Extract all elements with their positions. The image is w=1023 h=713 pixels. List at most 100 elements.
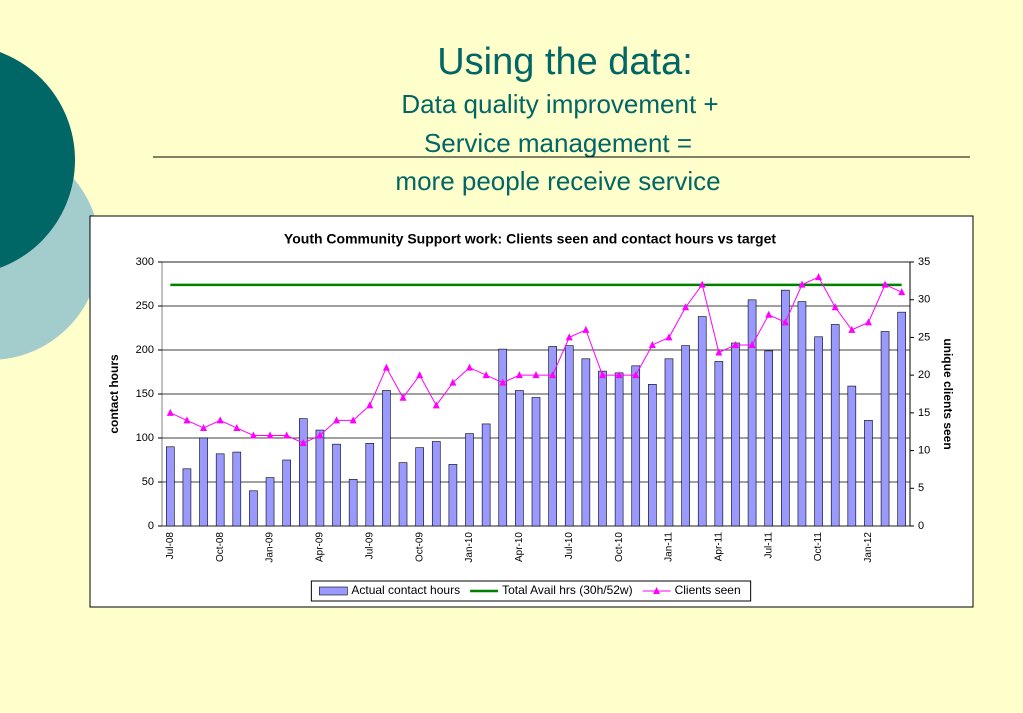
- bar: [448, 464, 458, 527]
- bar: [498, 348, 508, 527]
- marker: [781, 318, 789, 326]
- bar: [781, 289, 790, 527]
- y-tick-label: 50: [142, 476, 154, 488]
- bar: [531, 397, 541, 527]
- x-tick-label: Jul-08: [165, 532, 176, 560]
- bar: [847, 385, 857, 527]
- marker: [366, 401, 374, 409]
- y-tick-label: 200: [136, 344, 154, 356]
- marker: [648, 340, 656, 348]
- bar: [564, 345, 574, 527]
- legend-swatch: [319, 586, 348, 596]
- y2-tick-label: 35: [918, 256, 930, 268]
- y2-tick-label: 0: [918, 520, 924, 532]
- marker: [515, 371, 523, 379]
- bar: [215, 453, 225, 527]
- bar: [265, 477, 275, 527]
- bar: [764, 350, 774, 527]
- legend-label: Total Avail hrs (30h/52w): [502, 583, 633, 597]
- marker: [249, 431, 257, 439]
- legend-box: [310, 580, 752, 602]
- slide-subtitle: Data quality improvement +: [401, 89, 718, 119]
- marker: [831, 303, 839, 311]
- bar: [631, 365, 641, 527]
- marker: [466, 363, 474, 371]
- bar: [548, 346, 557, 527]
- marker: [200, 423, 208, 431]
- bar: [598, 370, 607, 527]
- slide-subtitle: Service management =: [424, 128, 692, 158]
- bar: [398, 462, 408, 527]
- bar: [880, 331, 890, 527]
- marker: [682, 303, 690, 311]
- bar: [747, 299, 757, 527]
- x-tick-label: Jan-10: [464, 532, 475, 563]
- bar: [249, 490, 258, 527]
- slide-title: Using the data:: [437, 41, 693, 83]
- x-tick-label: Jul-09: [364, 532, 375, 560]
- marker: [432, 401, 440, 409]
- marker: [299, 439, 307, 447]
- marker: [549, 371, 557, 379]
- y-tick-label: 100: [136, 432, 154, 444]
- bar: [348, 479, 358, 527]
- bar: [431, 441, 441, 527]
- bar: [830, 324, 840, 527]
- bar: [199, 437, 208, 527]
- marker: [815, 273, 823, 281]
- marker: [582, 325, 590, 333]
- marker: [748, 340, 756, 348]
- marker: [665, 333, 673, 341]
- y-tick-label: 150: [136, 388, 154, 400]
- bar: [681, 345, 690, 527]
- x-tick-label: Jul-11: [763, 532, 774, 559]
- y-axis-label: contact hours: [107, 354, 121, 434]
- bar: [332, 443, 341, 527]
- legend: Actual contact hours Total Avail hrs (30h…: [310, 580, 752, 602]
- bar: [714, 361, 724, 527]
- marker: [698, 280, 706, 288]
- marker: [632, 371, 640, 379]
- y2-axis-label: unique clients seen: [941, 338, 955, 449]
- marker: [482, 371, 490, 379]
- bar: [465, 433, 474, 527]
- marker: [881, 280, 889, 288]
- marker: [499, 378, 507, 386]
- legend-marker: [653, 587, 661, 594]
- slide-subtitle: more people receive service: [395, 166, 720, 196]
- marker: [416, 371, 424, 379]
- marker: [848, 325, 856, 333]
- marker: [615, 371, 623, 379]
- x-tick-label: Jan-09: [265, 532, 276, 563]
- bar: [282, 459, 291, 527]
- bar: [415, 447, 424, 527]
- x-tick-label: Oct-08: [215, 532, 226, 562]
- marker: [731, 340, 739, 348]
- bar: [581, 358, 591, 527]
- y2-tick-label: 25: [918, 331, 930, 343]
- marker: [216, 416, 224, 424]
- bar: [232, 451, 242, 527]
- bar: [731, 342, 740, 527]
- marker: [283, 431, 291, 439]
- bar: [166, 446, 175, 527]
- y-tick-label: 0: [148, 520, 154, 532]
- bar: [298, 418, 308, 527]
- bar: [664, 358, 674, 527]
- marker: [166, 408, 174, 416]
- y2-tick-label: 30: [918, 294, 930, 306]
- x-tick-label: Jan-11: [664, 532, 675, 562]
- marker: [715, 348, 723, 356]
- marker: [333, 416, 341, 424]
- marker: [233, 423, 241, 431]
- x-tick-label: Jan-12: [863, 532, 874, 563]
- bar: [515, 390, 524, 527]
- marker: [898, 288, 906, 296]
- y2-tick-label: 5: [918, 482, 924, 494]
- x-tick-label: Oct-10: [614, 532, 625, 562]
- bar: [814, 336, 823, 527]
- bar: [481, 423, 491, 527]
- marker: [532, 371, 540, 379]
- x-tick-label: Apr-09: [315, 532, 326, 562]
